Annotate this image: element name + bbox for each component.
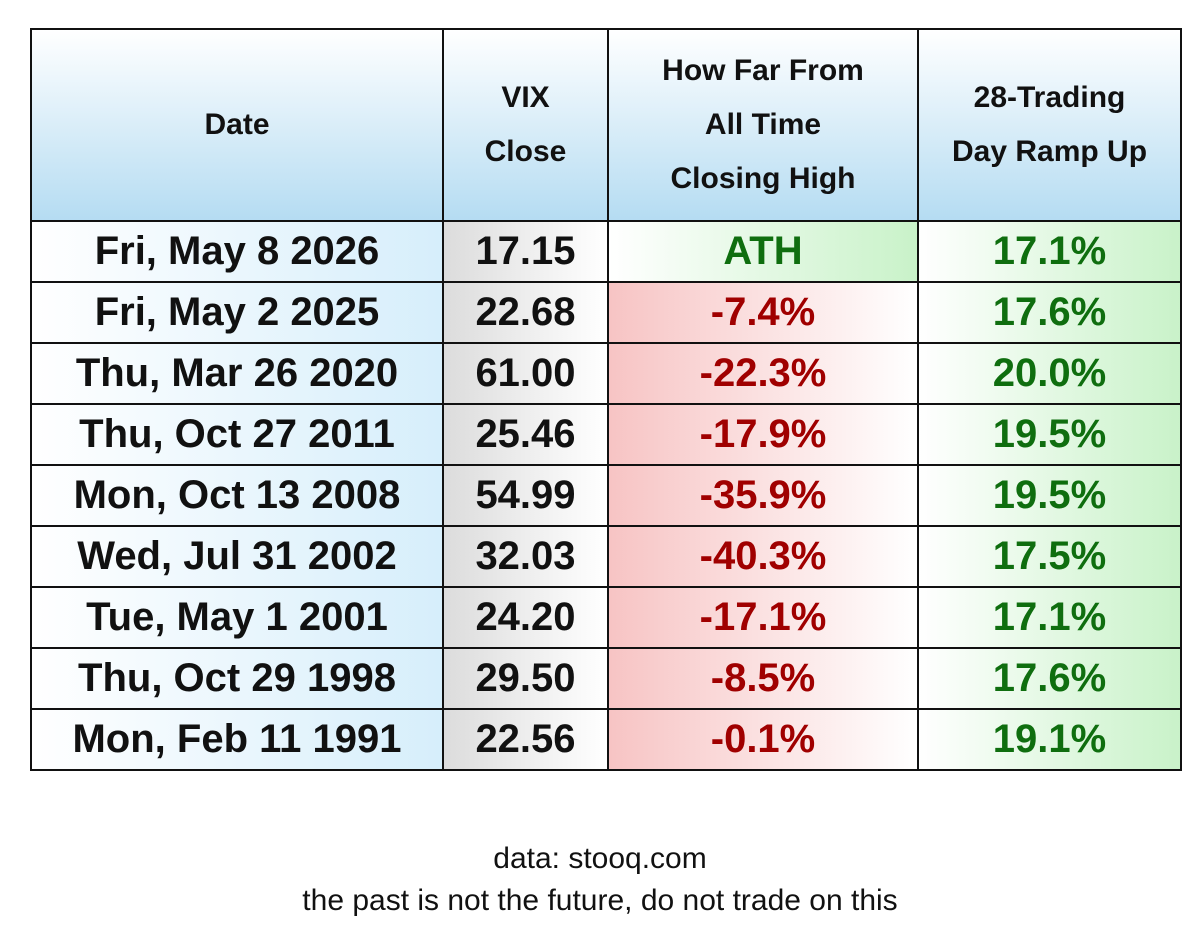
table-cell: 20.0%: [917, 342, 1182, 405]
table-cell: Thu, Oct 27 2011: [30, 403, 444, 466]
table-cell: 24.20: [442, 586, 609, 649]
table-body: Fri, May 8 2026 17.15 ATH 17.1% Fri, May 2 2…: [30, 220, 1182, 771]
table-cell: 54.99: [442, 464, 609, 527]
header-cell: Date: [30, 28, 444, 222]
header-row: Date VIX Close How Far From All Time Closi…: [30, 28, 1182, 222]
table-cell: 22.68: [442, 281, 609, 344]
table-cell: -17.1%: [607, 586, 919, 649]
table-cell: Mon, Feb 11 1991: [30, 708, 444, 771]
disclaimer: the past is not the future, do not trade…: [302, 884, 898, 917]
table-cell: Thu, Mar 26 2020: [30, 342, 444, 405]
footer: data: stooq.com the past is not the futu…: [0, 838, 1200, 922]
table-cell: Wed, Jul 31 2002: [30, 525, 444, 588]
vix-table: Date VIX Close How Far From All Time Closi…: [30, 28, 1182, 771]
table-cell: ATH: [607, 220, 919, 283]
table-row: Thu, Oct 29 1998 29.50 -8.5% 17.6%: [30, 647, 1182, 710]
table-cell: 17.6%: [917, 647, 1182, 710]
source-note: data: stooq.com: [493, 842, 707, 875]
table-cell: Fri, May 8 2026: [30, 220, 444, 283]
table-row: Thu, Oct 27 2011 25.46 -17.9% 19.5%: [30, 403, 1182, 466]
table-row: Fri, May 8 2026 17.15 ATH 17.1%: [30, 220, 1182, 283]
header-cell: How Far From All Time Closing High: [607, 28, 919, 222]
header-cell: 28-Trading Day Ramp Up: [917, 28, 1182, 222]
table-row: Tue, May 1 2001 24.20 -17.1% 17.1%: [30, 586, 1182, 649]
table-cell: 29.50: [442, 647, 609, 710]
table-row: Mon, Feb 11 1991 22.56 -0.1% 19.1%: [30, 708, 1182, 771]
table-cell: -0.1%: [607, 708, 919, 771]
table-cell: 17.1%: [917, 586, 1182, 649]
table-cell: Fri, May 2 2025: [30, 281, 444, 344]
table-cell: 17.5%: [917, 525, 1182, 588]
table-cell: Thu, Oct 29 1998: [30, 647, 444, 710]
table-cell: Mon, Oct 13 2008: [30, 464, 444, 527]
table-cell: -8.5%: [607, 647, 919, 710]
table-wrap: Date VIX Close How Far From All Time Closi…: [30, 28, 1182, 771]
table-cell: -35.9%: [607, 464, 919, 527]
table-cell: 19.5%: [917, 464, 1182, 527]
table-cell: 17.1%: [917, 220, 1182, 283]
table-row: Fri, May 2 2025 22.68 -7.4% 17.6%: [30, 281, 1182, 344]
table-row: Wed, Jul 31 2002 32.03 -40.3% 17.5%: [30, 525, 1182, 588]
table-cell: -40.3%: [607, 525, 919, 588]
table-cell: 22.56: [442, 708, 609, 771]
table-cell: 17.15: [442, 220, 609, 283]
table-cell: -22.3%: [607, 342, 919, 405]
table-row: Mon, Oct 13 2008 54.99 -35.9% 19.5%: [30, 464, 1182, 527]
table-cell: 19.5%: [917, 403, 1182, 466]
table-cell: -7.4%: [607, 281, 919, 344]
table-row: Thu, Mar 26 2020 61.00 -22.3% 20.0%: [30, 342, 1182, 405]
table-cell: -17.9%: [607, 403, 919, 466]
table-cell: 19.1%: [917, 708, 1182, 771]
table-cell: 25.46: [442, 403, 609, 466]
table-cell: 17.6%: [917, 281, 1182, 344]
table-cell: Tue, May 1 2001: [30, 586, 444, 649]
table-cell: 32.03: [442, 525, 609, 588]
header-cell: VIX Close: [442, 28, 609, 222]
table-cell: 61.00: [442, 342, 609, 405]
